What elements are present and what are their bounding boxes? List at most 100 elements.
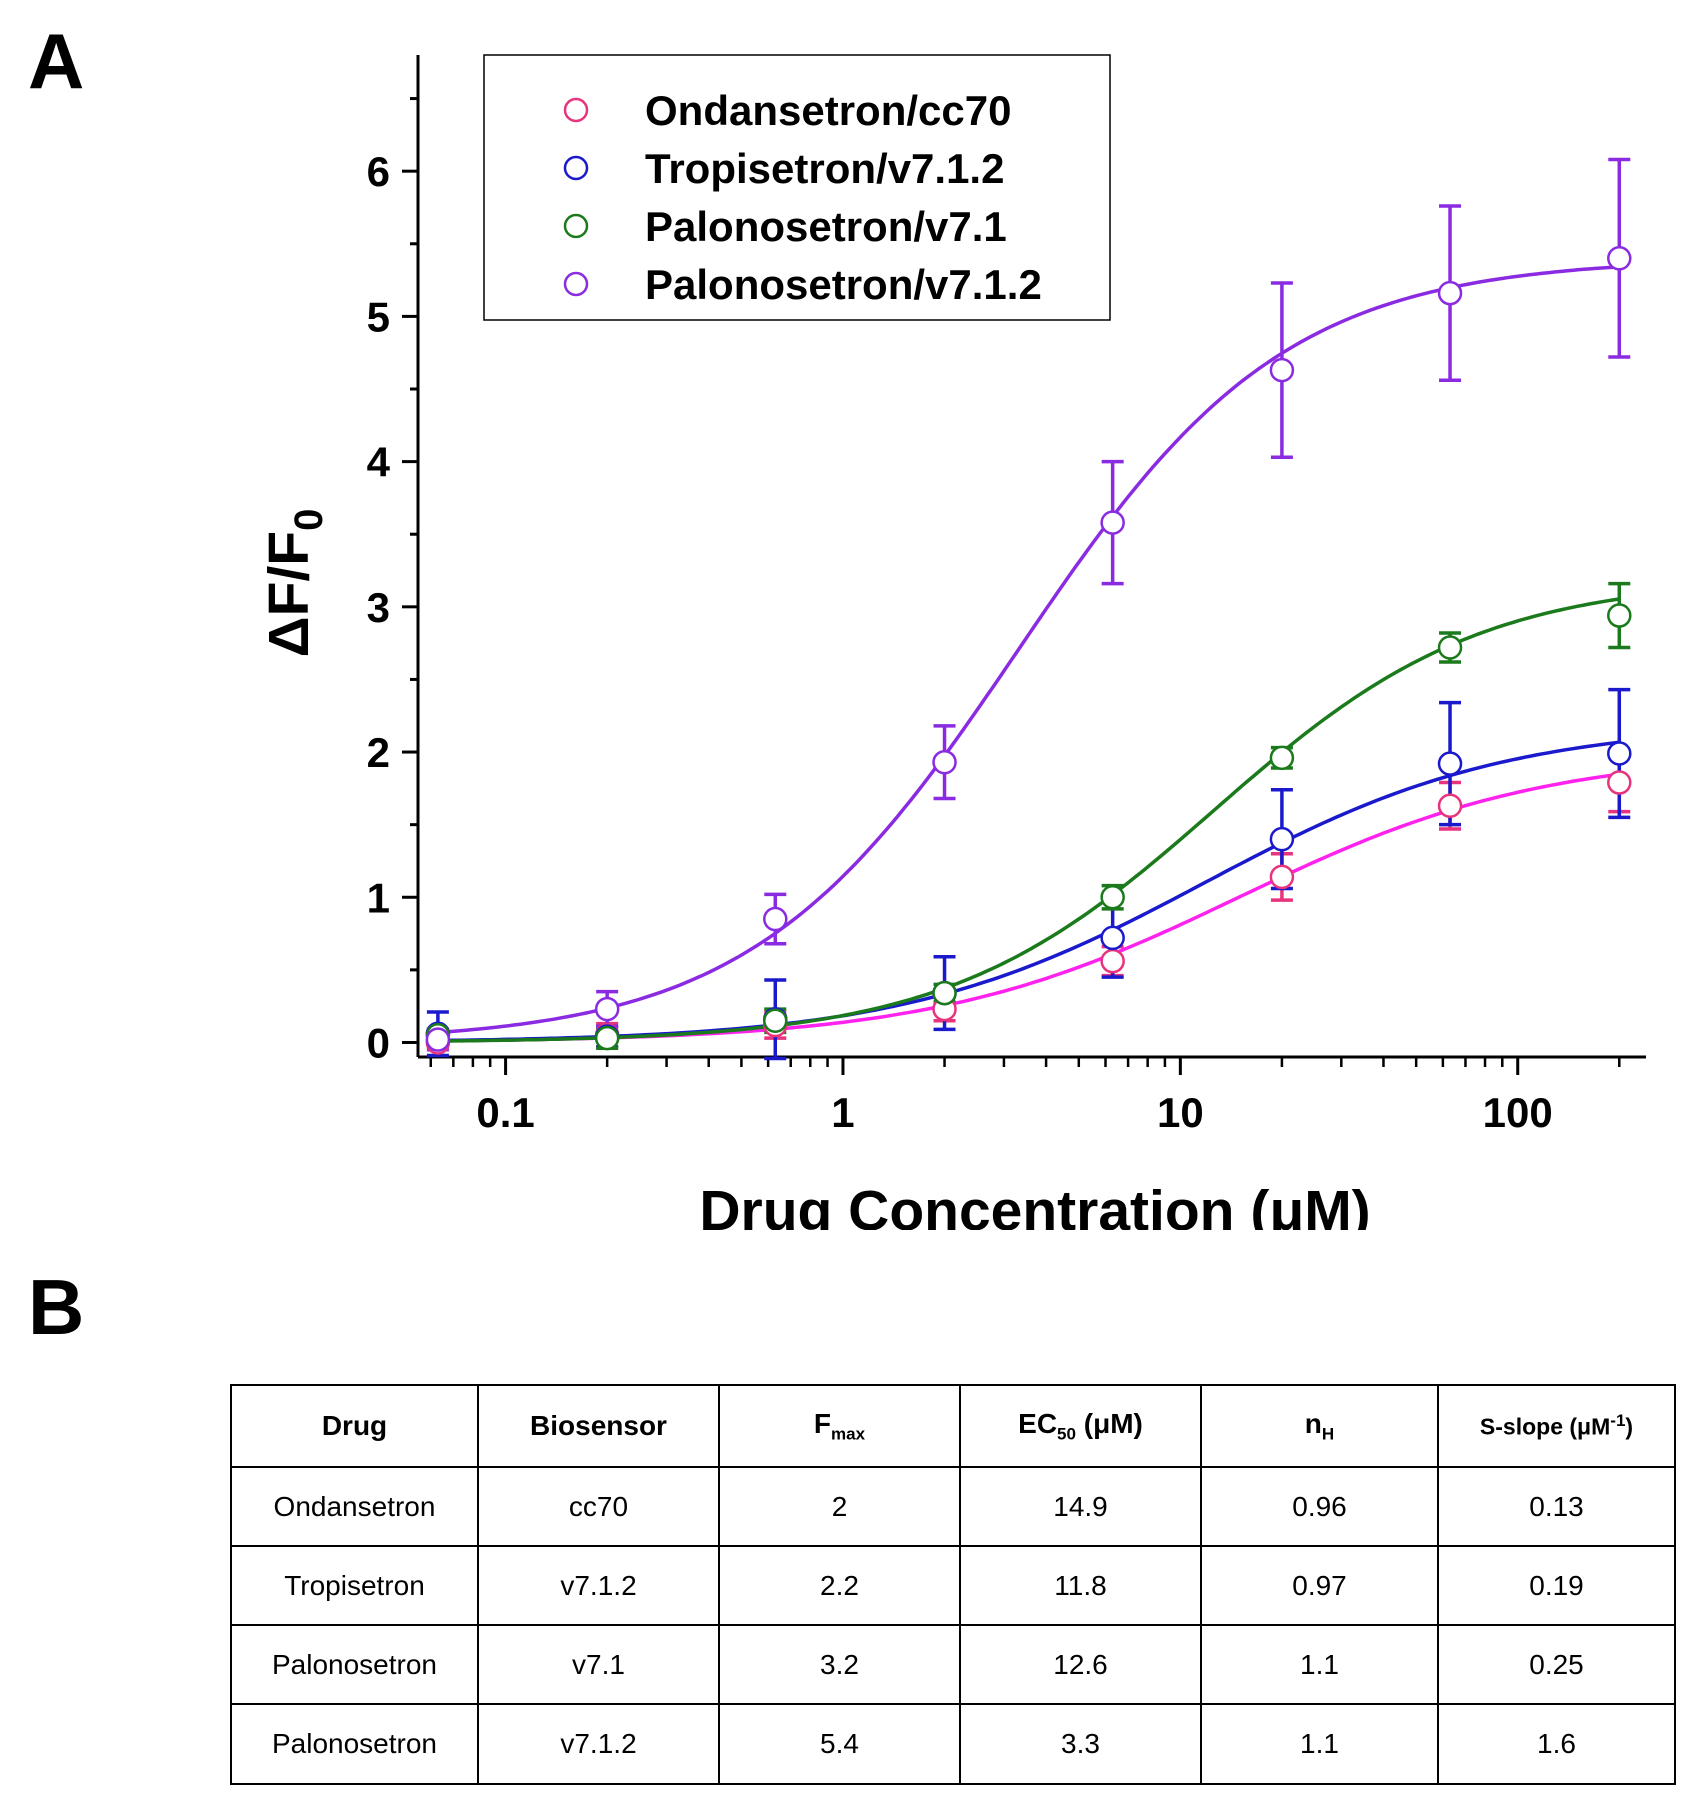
- cell-nh: 0.97: [1200, 1545, 1439, 1626]
- data-point: [763, 906, 788, 932]
- legend-marker: [563, 271, 589, 297]
- header-ec50: EC50 (μM): [959, 1384, 1202, 1468]
- data-point: [1100, 885, 1125, 910]
- header-fmax-main: F: [813, 1407, 832, 1439]
- data-point: [763, 1008, 788, 1033]
- cell-ec50: 3.3: [959, 1703, 1202, 1785]
- dose-response-chart: 0 1 2 3 4 5 6 0.1 1 10 100 Ondansetron/cc70 Tropise…: [257, 54, 1646, 1230]
- x-tick-label: 100: [1483, 1089, 1553, 1136]
- x-tick-label: 10: [1157, 1089, 1204, 1136]
- data-point: [1100, 948, 1125, 974]
- table-row: Palonosetron v7.1.2 5.4 3.3 1.1 1.6: [230, 1703, 1676, 1785]
- cell-drug: Palonosetron: [230, 1624, 479, 1705]
- cell-s-slope: 0.25: [1437, 1624, 1676, 1705]
- y-tick-label: 1: [367, 874, 390, 921]
- data-point: [1437, 751, 1463, 776]
- header-nh-main: n: [1304, 1407, 1322, 1439]
- cell-fmax: 5.4: [718, 1703, 961, 1785]
- data-point: [1437, 635, 1463, 660]
- panel-label-b: B: [28, 1263, 85, 1351]
- cell-ec50: 11.8: [959, 1545, 1202, 1626]
- legend-marker: [563, 213, 589, 239]
- y-axis-label-main: ΔF/F: [257, 531, 321, 657]
- legend-entry-label: Palonosetron/v7.1: [645, 203, 1007, 250]
- data-point: [1437, 280, 1463, 306]
- cell-biosensor: v7.1: [477, 1624, 720, 1705]
- y-axis-label-subscript: 0: [287, 509, 331, 531]
- data-point: [932, 749, 957, 775]
- data-point: [1100, 925, 1125, 951]
- data-point: [1437, 793, 1463, 819]
- header-nh-sub: H: [1321, 1424, 1335, 1444]
- cell-drug: Ondansetron: [230, 1466, 479, 1547]
- header-drug: Drug: [230, 1384, 479, 1468]
- header-slope-end: ): [1625, 1413, 1634, 1440]
- x-tick-label: 1: [831, 1089, 854, 1136]
- data-point: [1100, 510, 1125, 535]
- header-fmax: Fmax: [718, 1384, 961, 1468]
- header-biosensor: Biosensor: [477, 1384, 720, 1468]
- y-tick-label: 2: [367, 729, 390, 776]
- cell-nh: 1.1: [1200, 1624, 1439, 1705]
- data-point: [1269, 864, 1295, 890]
- panel-label-a: A: [28, 17, 85, 105]
- header-ec50-sub: 50: [1057, 1424, 1076, 1444]
- header-nh: nH: [1200, 1384, 1439, 1468]
- header-fmax-sub: max: [831, 1424, 866, 1444]
- legend-entry-label: Tropisetron/v7.1.2: [645, 145, 1004, 192]
- legend: Ondansetron/cc70 Tropisetron/v7.1.2 Palono…: [483, 54, 1111, 321]
- cell-drug: Palonosetron: [230, 1703, 479, 1785]
- fit-curve: [437, 597, 1620, 1043]
- cell-s-slope: 1.6: [1437, 1703, 1676, 1785]
- data-point: [1269, 745, 1295, 771]
- legend-box: [483, 54, 1111, 321]
- table-row: Tropisetron v7.1.2 2.2 11.8 0.97 0.19: [230, 1545, 1676, 1626]
- cell-ec50: 14.9: [959, 1466, 1202, 1547]
- cell-biosensor: v7.1.2: [477, 1545, 720, 1626]
- data-point: [594, 1025, 620, 1051]
- cell-s-slope: 0.13: [1437, 1466, 1676, 1547]
- cell-nh: 0.96: [1200, 1466, 1439, 1547]
- cell-fmax: 3.2: [718, 1624, 961, 1705]
- data-point: [1607, 770, 1632, 795]
- legend-marker: [563, 97, 589, 123]
- data-points: [425, 157, 1632, 1061]
- axes: 0 1 2 3 4 5 6 0.1 1 10 100: [367, 55, 1646, 1136]
- x-axis-label: Drug Concentration (μM): [699, 1179, 1370, 1230]
- data-point: [1607, 603, 1632, 628]
- fit-curves: [437, 265, 1620, 1043]
- cell-drug: Tropisetron: [230, 1545, 479, 1626]
- table-row: Palonosetron v7.1 3.2 12.6 1.1 0.25: [230, 1624, 1676, 1705]
- table-header-row: Drug Biosensor Fmax EC50 (μM) nH S-slope…: [230, 1384, 1676, 1468]
- cell-nh: 1.1: [1200, 1703, 1439, 1785]
- header-s-slope: S-slope (μM-1): [1437, 1384, 1676, 1468]
- data-point: [425, 1027, 451, 1052]
- data-point: [1269, 357, 1295, 383]
- fit-curve: [437, 740, 1620, 1043]
- cell-fmax: 2.2: [718, 1545, 961, 1626]
- data-point: [1269, 826, 1295, 852]
- data-point: [1607, 741, 1632, 766]
- y-tick-label: 4: [367, 439, 391, 486]
- data-point: [594, 996, 620, 1022]
- cell-s-slope: 0.19: [1437, 1545, 1676, 1626]
- data-point: [1607, 246, 1632, 271]
- header-slope-main: S-slope (μM: [1479, 1413, 1611, 1440]
- legend-entry-label: Ondansetron/cc70: [645, 87, 1011, 134]
- header-ec50-main: EC: [1018, 1407, 1058, 1439]
- cell-biosensor: v7.1.2: [477, 1703, 720, 1785]
- header-ec50-unit: (μM): [1075, 1407, 1143, 1439]
- legend-entry-label: Palonosetron/v7.1.2: [645, 261, 1042, 308]
- legend-marker: [563, 155, 589, 181]
- cell-ec50: 12.6: [959, 1624, 1202, 1705]
- parameters-table: Drug Biosensor Fmax EC50 (μM) nH S-slope…: [230, 1384, 1676, 1785]
- y-tick-label: 5: [367, 293, 390, 340]
- data-point: [932, 980, 957, 1006]
- header-slope-sup: -1: [1610, 1411, 1626, 1431]
- y-tick-label: 6: [367, 148, 390, 195]
- table-row: Ondansetron cc70 2 14.9 0.96 0.13: [230, 1466, 1676, 1547]
- y-tick-label: 3: [367, 584, 390, 631]
- cell-fmax: 2: [718, 1466, 961, 1547]
- x-tick-label: 0.1: [476, 1089, 534, 1136]
- y-tick-label: 0: [367, 1019, 390, 1066]
